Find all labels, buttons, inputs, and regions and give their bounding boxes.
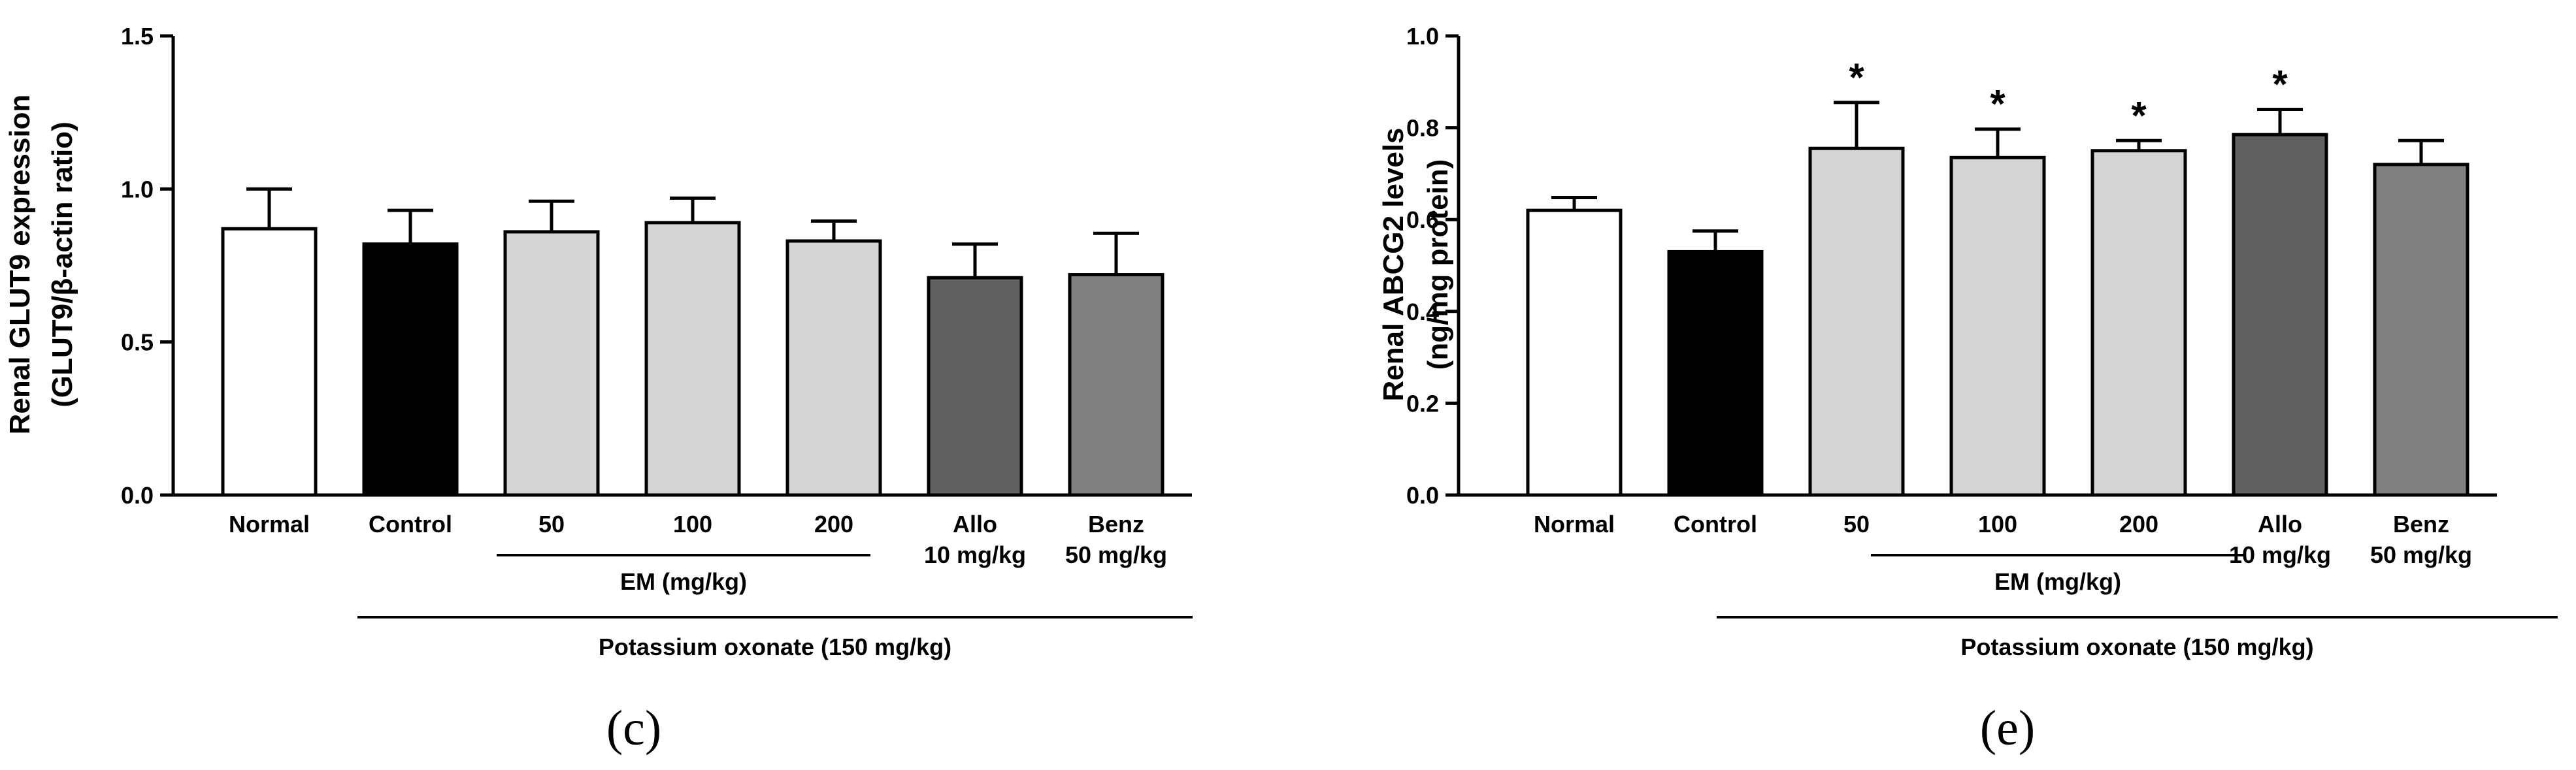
x-tick-label: 200: [814, 511, 853, 537]
x-tick-label: 50: [1843, 511, 1870, 537]
chart-panel-0: 0.0 0.5 1.0 1.5 Renal GLUT9 expression (GLUT9…: [4, 23, 1193, 756]
bar: [1808, 146, 1905, 497]
significance-marker: *: [1849, 56, 1864, 99]
x-tick-label: Allo: [953, 511, 997, 537]
x-tick-label: Control: [369, 511, 452, 537]
x-tick-label: 100: [673, 511, 712, 537]
significance-marker: *: [2272, 62, 2288, 106]
bar: [927, 276, 1023, 497]
group-label-po: Potassium oxonate (150 mg/kg): [599, 634, 951, 660]
y-tick-label: 0.4: [1406, 298, 1439, 325]
x-tick-label: Benz: [2393, 511, 2449, 537]
bar: [2232, 133, 2328, 497]
y-axis-label: (ng/mg protein): [1422, 159, 1454, 370]
y-tick-label: 0.6: [1406, 206, 1439, 233]
group-label-em: EM (mg/kg): [1994, 568, 2121, 595]
y-tick-label: 0.0: [121, 482, 154, 509]
x-tick-label: 50 mg/kg: [1065, 541, 1167, 568]
x-tick-label: 50 mg/kg: [2370, 541, 2472, 568]
y-tick-label: 1.5: [121, 23, 154, 50]
bar: [1667, 249, 1764, 497]
bar: [2373, 163, 2469, 497]
group-label-em: EM (mg/kg): [620, 568, 747, 595]
y-tick-label: 0.8: [1406, 115, 1439, 142]
x-tick-label: Allo: [2258, 511, 2302, 537]
bar: [1068, 273, 1164, 497]
significance-marker: *: [1990, 82, 2006, 126]
x-tick-label: Benz: [1088, 511, 1144, 537]
bar: [1526, 208, 1623, 497]
y-tick-label: 1.0: [1406, 23, 1439, 50]
bar: [221, 227, 318, 497]
x-tick-label: 200: [2119, 511, 2158, 537]
bar: [362, 242, 459, 497]
y-axis-label: Renal ABCG2 levels: [1378, 128, 1410, 402]
bar: [785, 239, 882, 497]
y-axis-label: (GLUT9/β-actin ratio): [46, 121, 78, 408]
x-tick-label: Normal: [1534, 511, 1615, 537]
y-tick-label: 0.5: [121, 329, 154, 356]
bar: [2090, 149, 2187, 497]
y-tick-label: 0.2: [1406, 390, 1439, 417]
bar: [503, 230, 600, 497]
panel-label: (c): [606, 701, 661, 756]
bar: [1949, 155, 2046, 497]
y-tick-label: 1.0: [121, 176, 154, 202]
x-tick-label: 50: [538, 511, 565, 537]
x-tick-label: 10 mg/kg: [924, 541, 1026, 568]
chart-panel-1: 0.0 0.2 0.4 0.6 0.8 1.0 Renal ABCG2 levels (ng/…: [1378, 23, 2558, 756]
y-tick-label: 0.0: [1406, 482, 1439, 509]
bar: [644, 221, 741, 497]
y-axis-label: Renal GLUT9 expression: [4, 95, 36, 435]
significance-marker: *: [2131, 93, 2147, 137]
panel-label: (e): [1980, 701, 2035, 756]
x-tick-label: Normal: [229, 511, 310, 537]
x-tick-label: Control: [1674, 511, 1757, 537]
x-tick-label: 100: [1978, 511, 2017, 537]
x-tick-label: 10 mg/kg: [2229, 541, 2331, 568]
group-label-po: Potassium oxonate (150 mg/kg): [1960, 634, 2313, 660]
